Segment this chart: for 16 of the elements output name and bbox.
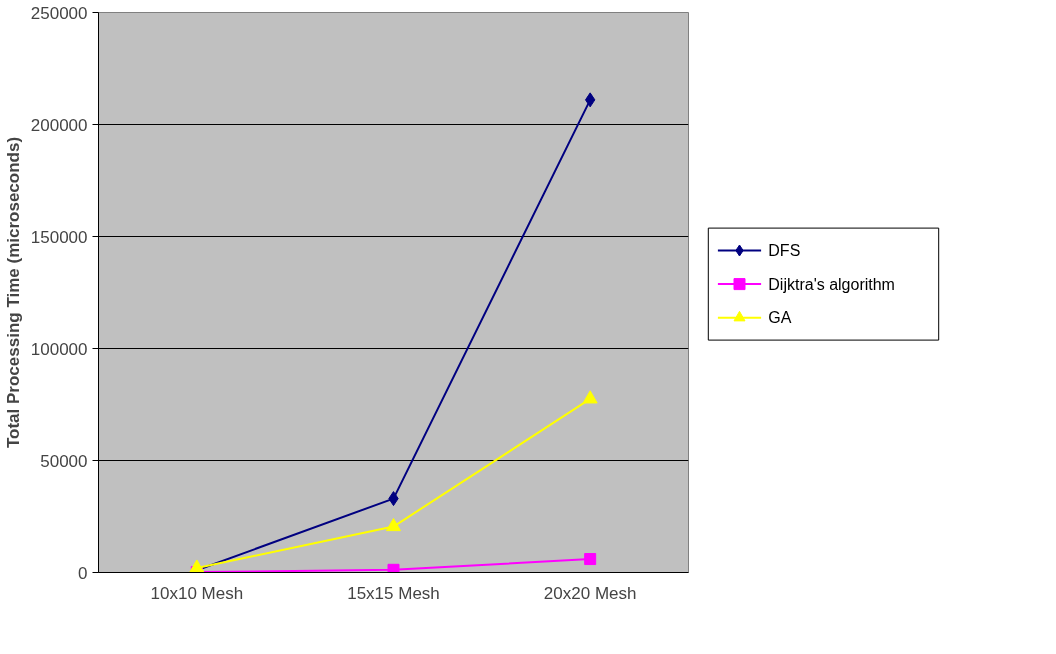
point [387,563,400,573]
legend-label: Dijktra's algorithm [768,275,895,293]
y-tick-label: 250000 [30,3,88,23]
y-tick-label: 100000 [30,339,88,359]
x-tick-label: 15x15 Mesh [347,583,440,603]
y-axis-title: Total Processing Time (microseconds) [3,136,23,449]
x-tick-label: 20x20 Mesh [543,583,637,603]
point [386,518,401,532]
y-tick-label: 150000 [30,227,88,247]
y-tick-label: 200000 [30,115,88,135]
legend-label: DFS [768,242,801,259]
point [582,390,598,404]
y-tick-label: 0 [78,563,88,583]
legend-label: GA [768,309,792,327]
y-tick-label: 50000 [40,451,88,471]
x-tick-label: 10x10 Mesh [150,583,244,603]
